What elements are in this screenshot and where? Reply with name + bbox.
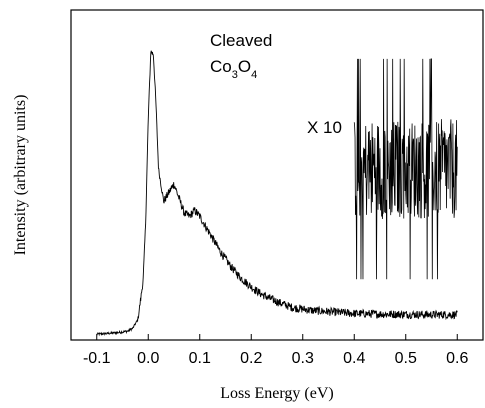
x-tick-label: 0.1 — [189, 350, 211, 367]
x-ticks: -0.1 0.0 0.1 0.2 0.3 0.4 0.5 0.6 — [83, 334, 468, 367]
y-axis-title: Intensity (arbitrary units) — [12, 95, 29, 256]
annotation-formula: Co3O4 — [210, 57, 257, 81]
formula-sub-4: 4 — [251, 69, 257, 81]
x-tick-label: 0.6 — [446, 350, 468, 367]
formula-sub-3: 3 — [232, 69, 238, 81]
x-tick-label: 0.5 — [395, 350, 417, 367]
x-tick-label: 0.0 — [137, 350, 159, 367]
formula-o: O — [238, 57, 251, 76]
plot-frame — [70, 9, 484, 341]
annotation-cleaved: Cleaved — [210, 31, 272, 50]
series-spectrum — [96, 50, 458, 337]
annotation-x10: X 10 — [307, 118, 342, 137]
series-x10-inset — [353, 58, 458, 280]
traces — [96, 50, 458, 337]
x-tick-label: 0.2 — [240, 350, 262, 367]
x-tick-label: 0.3 — [292, 350, 314, 367]
x-axis-title: Loss Energy (eV) — [220, 385, 333, 402]
x-tick-label: 0.4 — [343, 350, 365, 367]
formula-co: Co — [210, 57, 232, 76]
x-tick-label: -0.1 — [83, 350, 111, 367]
